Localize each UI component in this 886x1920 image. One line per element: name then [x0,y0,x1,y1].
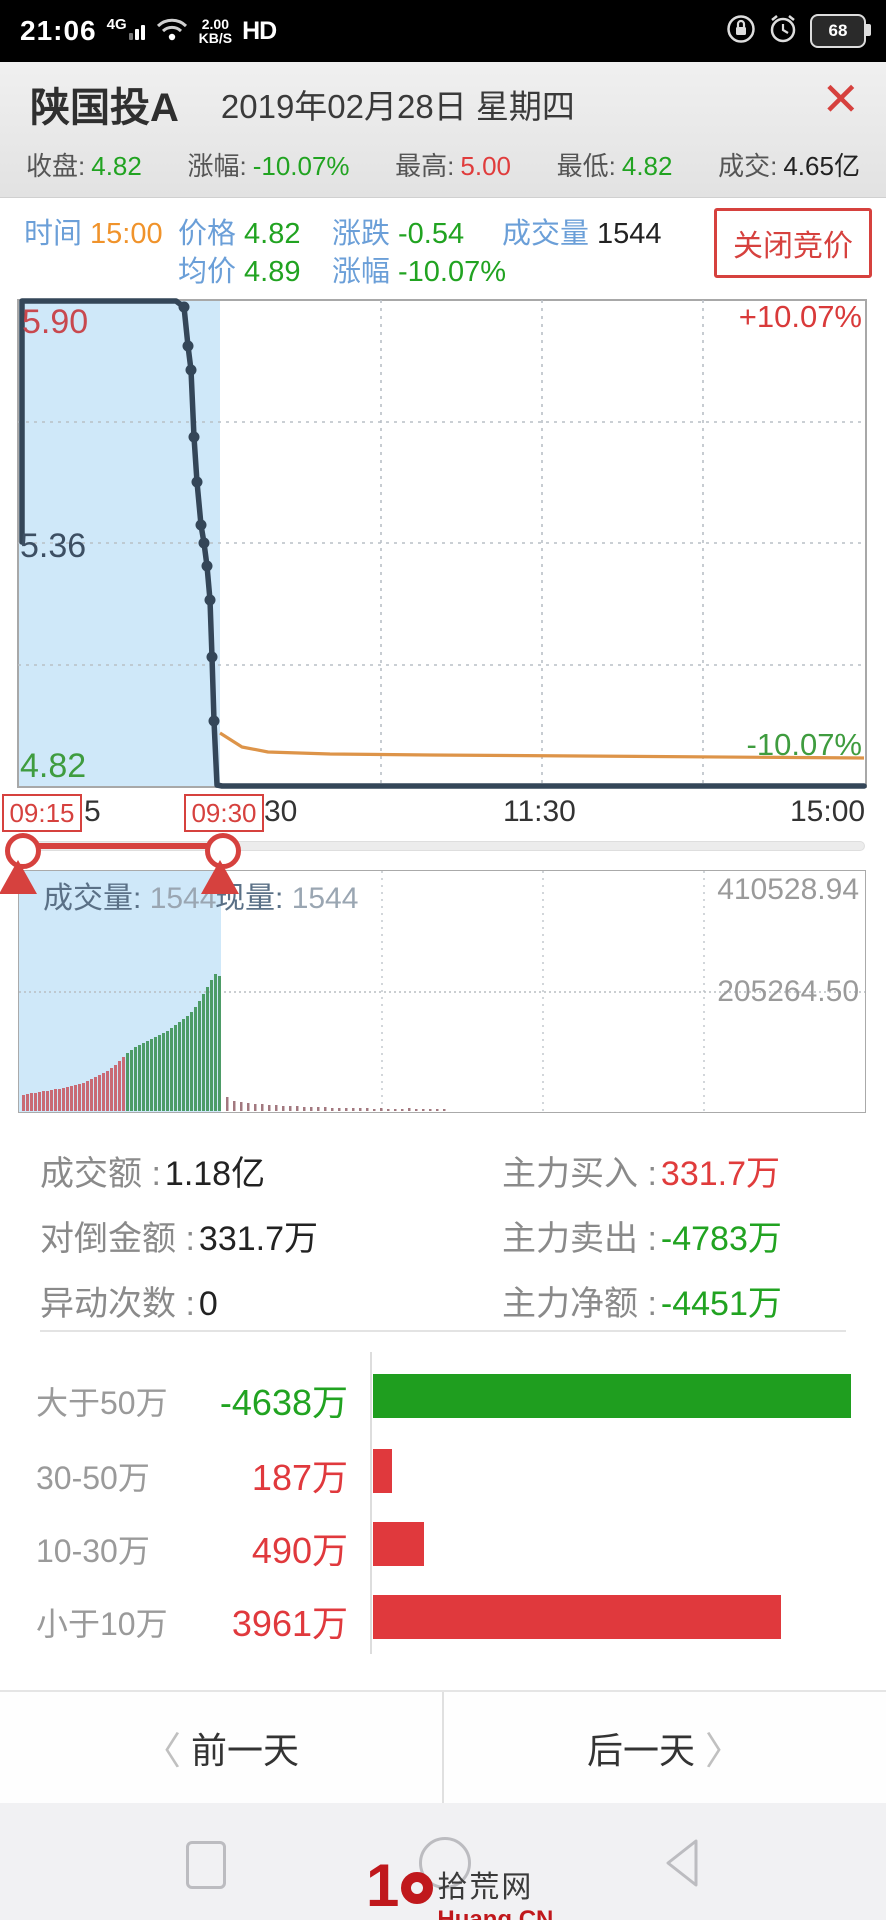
turnover-amount: 成交额 :1.18亿 [40,1155,266,1193]
volume-scale-mid: 205264.50 [717,975,859,1008]
day-stats-row: 收盘: 4.82 涨幅: -10.07% 最高: 5.00 最低: 4.82 成交: 4.… [26,151,860,181]
next-day-button[interactable]: 后一天 〉 [444,1692,886,1803]
range-volume-label: 成交量: 1544 [43,882,217,915]
stock-name: 陕国投A [30,86,179,130]
quote-time: 15:00 [90,218,163,250]
clock-time: 21:06 [20,15,97,46]
stock-header: 陕国投A 2019年02月28日 星期四 ✕ 收盘: 4.82 涨幅: -10.07… [0,62,886,198]
watermark-digit: 1 [366,1852,400,1919]
flow-row-10-30w: 10-30万 490万 [0,1522,886,1571]
unusual-moves: 异动次数 :0 [40,1285,218,1323]
trade-date: 2019年02月28日 星期四 [220,88,575,125]
chevron-left-icon: 〈 [142,1731,181,1773]
limit-up-price-label: 5.90 [22,303,89,341]
flow-bar [373,1522,424,1566]
quote-change: -0.54 [398,218,465,250]
change-percent: -10.07% [252,151,350,181]
volume-plot [19,871,865,1112]
site-watermark: 1 拾荒网 Huang.CN [366,1852,554,1920]
x-tick-0930-remnant: 30 [264,795,298,828]
quote-price: 4.82 [244,218,301,250]
battery-indicator: 68 [810,14,871,48]
close-auction-button[interactable]: 关闭竞价 [714,208,872,278]
main-buy: 主力买入 :331.7万 [502,1155,780,1193]
flow-row-gt50w: 大于50万 -4638万 [0,1374,886,1423]
status-bar: 21:06 4G 2.00 KB/S HD [0,0,886,62]
quote-volume: 1544 [597,218,662,250]
volume-scale-top: 410528.94 [717,873,859,906]
main-net: 主力净额 : -4451万 [502,1285,782,1323]
close-icon[interactable]: ✕ [821,73,860,125]
volume-chart[interactable]: 成交量: 1544 现量: 1544 410528.94 205264.50 [18,870,866,1113]
cellular-signal-icon: 4G [107,16,145,40]
turnover: 4.65亿 [783,151,860,181]
quote-avg: 4.89 [244,256,301,288]
range-marker-end-icon[interactable] [201,860,239,894]
flow-axis-line [370,1352,372,1654]
range-marker-start-icon[interactable] [0,860,37,894]
x-tick-1500: 15:00 [790,795,866,828]
flow-row-lt10w: 小于10万 3961万 [0,1595,886,1644]
flow-bar [373,1595,781,1639]
android-nav-bar [0,1803,886,1920]
alarm-icon [768,14,798,49]
time-range-slider[interactable] [0,833,886,869]
price-line-dots [178,301,220,727]
quote-percent: -10.07% [398,256,507,288]
timeshare-plot [17,298,867,789]
matched-amount: 对倒金额 :331.7万 [40,1220,318,1258]
range-start-time-badge: 09:15 [2,794,82,832]
divider [40,1330,846,1332]
slider-selected-range [22,843,222,849]
chevron-right-icon: 〉 [705,1731,744,1773]
recents-button[interactable] [186,1841,226,1889]
order-size-flow-chart: 大于50万 -4638万 30-50万 187万 10-30万 490万 小于1… [0,1352,886,1664]
back-button[interactable] [660,1835,704,1896]
home-button[interactable] [419,1837,471,1889]
wifi-icon [155,16,189,47]
limit-down-price-label: 4.82 [20,747,87,785]
limit-up-percent-label: +10.07% [738,299,862,334]
money-summary: 成交额 :1.18亿 主力买入 :331.7万 对倒金额 :331.7万 主力卖… [0,1132,886,1332]
x-tick-0915-remnant: 5 [84,795,101,828]
limit-down-percent-label: -10.07% [746,727,862,762]
rotation-lock-icon [726,14,756,49]
prev-day-button[interactable]: 〈 前一天 [0,1692,444,1803]
flow-bar [373,1374,851,1418]
avg-price-line [219,731,865,760]
gear-logo-icon [401,1872,434,1904]
volume-bars [22,974,446,1111]
main-sell: 主力卖出 : -4783万 [502,1220,782,1258]
day-navigation: 〈 前一天 后一天 〉 [0,1690,886,1803]
network-speed: 2.00 KB/S [198,16,233,46]
flow-bar [373,1449,392,1493]
hd-voice-icon: HD [242,16,277,45]
prev-close-price-label: 5.36 [20,527,87,565]
x-tick-1130: 11:30 [503,795,576,828]
range-end-time-badge: 09:30 [184,794,264,832]
high-price: 5.00 [460,151,512,181]
watermark-domain: Huang.CN [437,1906,554,1920]
crosshair-quote-panel: 时间 15:00 价格 4.82 涨跌 -0.54 成交量 1544 均价 4.89 涨幅… [0,198,886,288]
timeshare-chart[interactable]: 5.90 5.36 4.82 +10.07% -10.07% 09:15 5 0… [0,283,886,833]
flow-row-30-50w: 30-50万 187万 [0,1449,886,1498]
low-price: 4.82 [621,151,673,181]
close-price: 4.82 [91,151,142,181]
watermark-site-name: 拾荒网 [437,1871,534,1904]
